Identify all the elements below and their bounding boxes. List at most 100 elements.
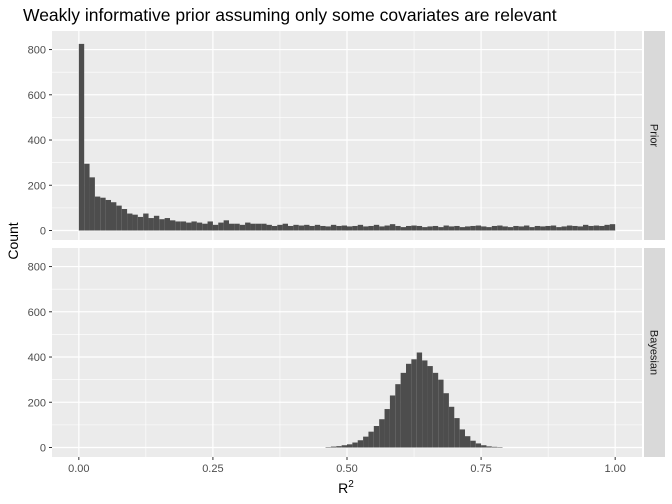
histogram-bar [223, 220, 229, 231]
x-tick-label: 0.50 [336, 463, 357, 475]
facet-panel-prior: 0 200 400 600 800 Prior [28, 31, 665, 240]
x-axis: 0.00 0.25 0.50 0.75 1.00 [68, 457, 626, 475]
histogram-bar [572, 225, 578, 231]
histogram-bar [250, 223, 256, 231]
histogram-bar [89, 177, 95, 231]
y-tick-label: 800 [28, 262, 46, 274]
histogram-bar [486, 446, 492, 448]
histogram-bar [497, 225, 503, 231]
facet-strip [644, 31, 665, 240]
histogram-bar [427, 366, 433, 448]
histogram-bar [202, 223, 208, 231]
histogram-bar [363, 436, 369, 448]
histogram-bar [164, 218, 170, 231]
facet-strip [644, 248, 665, 457]
histogram-bar [325, 226, 331, 231]
histogram-bar [432, 225, 439, 231]
facet-strip-label: Bayesian [648, 330, 660, 375]
histogram-bar [336, 225, 342, 231]
histogram-bar [513, 225, 519, 231]
histogram-bar [583, 224, 589, 231]
histogram-bar [465, 226, 471, 231]
histogram-bar [400, 227, 406, 231]
histogram-bar [111, 202, 117, 231]
histogram-bar [389, 224, 396, 231]
histogram-bar [400, 372, 406, 448]
histogram-bar [143, 213, 149, 231]
histogram-bar [330, 446, 337, 448]
histogram-bar [470, 440, 476, 448]
facet-strip-label: Prior [648, 124, 660, 148]
histogram-bar [212, 224, 219, 231]
histogram-bar [389, 395, 396, 448]
histogram-bar [454, 225, 460, 231]
histogram-bar [357, 440, 364, 448]
histogram-bar [475, 443, 482, 448]
y-tick-label: 600 [28, 307, 46, 319]
histogram-bar [422, 360, 428, 448]
histogram-bar [545, 225, 551, 231]
histogram-bar [373, 426, 380, 448]
histogram-bar [288, 225, 294, 231]
histogram-bar [556, 227, 562, 231]
histogram-bar [577, 226, 583, 231]
histogram-bar [465, 436, 471, 448]
histogram-bar [459, 227, 465, 231]
histogram-bar [416, 225, 423, 231]
x-tick-label: 0.00 [68, 463, 89, 475]
histogram-bar [502, 226, 508, 231]
histogram-bar [207, 221, 213, 231]
histogram-bar [352, 442, 358, 448]
histogram-bar [277, 224, 283, 231]
histogram-bar [352, 225, 358, 231]
histogram-bar [271, 225, 278, 231]
y-tick-label: 200 [28, 397, 46, 409]
x-axis-title-base: R [338, 480, 348, 496]
histogram-bar [604, 224, 610, 231]
histogram-bar [121, 209, 128, 231]
histogram-bar [116, 205, 122, 231]
histogram-bar [175, 221, 181, 231]
histogram-bar [261, 223, 267, 231]
histogram-bar [411, 225, 417, 231]
y-tick-label: 200 [28, 180, 46, 192]
histogram-bar [384, 409, 390, 448]
x-axis-title: R2 [338, 479, 354, 496]
histogram-bar [127, 213, 133, 231]
histogram-bar [432, 372, 439, 448]
histogram-bar [368, 225, 374, 231]
histogram-bar [100, 197, 106, 231]
histogram-bar [330, 224, 337, 231]
histogram-bar [347, 444, 353, 448]
histogram-bar [234, 223, 240, 231]
histogram-bar [416, 352, 423, 448]
x-axis-title-superscript: 2 [348, 479, 354, 490]
histogram-bar [566, 225, 573, 231]
histogram-bar [170, 220, 176, 231]
histogram-bar [518, 226, 524, 231]
x-tick-label: 1.00 [604, 463, 625, 475]
histogram-bar [191, 221, 197, 231]
histogram-bar [373, 224, 380, 231]
histogram-bar [255, 223, 262, 231]
histogram-bar [524, 225, 530, 231]
histogram-bar [481, 226, 487, 231]
histogram-bar [422, 227, 428, 231]
histogram-bar [314, 224, 321, 231]
facet-panels: 0 200 400 600 800 Prior 0 200 400 600 800 Bayesian [28, 31, 665, 457]
histogram-bar [379, 419, 385, 448]
histogram-bar [448, 406, 455, 448]
histogram-bar [411, 359, 417, 448]
histogram-bar [475, 225, 482, 231]
histogram-bar [406, 225, 412, 231]
histogram-bar [105, 199, 111, 231]
y-tick-label: 400 [28, 135, 46, 147]
histogram-bar [239, 224, 246, 231]
histogram-bar [438, 379, 444, 448]
histogram-bar [341, 445, 347, 448]
histogram-bar [245, 222, 251, 231]
histogram-bar [186, 222, 192, 231]
histogram-bar [395, 384, 401, 448]
histogram-bar [470, 225, 476, 231]
